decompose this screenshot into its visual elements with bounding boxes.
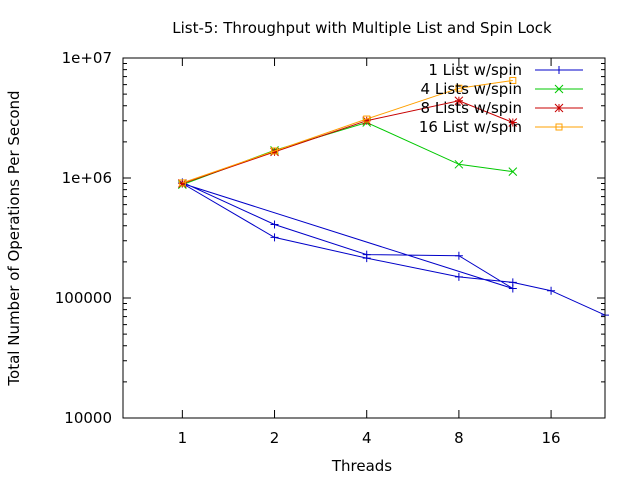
- y-tick-label: 100000: [55, 289, 112, 307]
- data-point: [270, 147, 279, 157]
- data-point: [270, 233, 279, 242]
- plot-area: [177, 76, 609, 320]
- data-point: [455, 84, 463, 92]
- y-axis-label: Total Number of Operations Per Second: [5, 90, 23, 386]
- y-tick-label: 1e+06: [62, 169, 112, 187]
- legend-marker: [555, 123, 563, 131]
- data-point: [363, 115, 371, 123]
- series-group: [177, 96, 518, 188]
- plot-frame: [122, 57, 606, 419]
- legend-marker: [554, 103, 564, 113]
- chart-title: List-5: Throughput with Multiple List an…: [172, 19, 552, 37]
- y-tick-label: 10000: [64, 409, 112, 427]
- data-point: [508, 118, 518, 127]
- x-tick-label: 4: [362, 429, 372, 447]
- data-point: [362, 116, 372, 126]
- legend-label: 8 Lists w/spin: [421, 99, 522, 117]
- legend-label: 1 List w/spin: [428, 61, 522, 79]
- legend-marker: [554, 84, 564, 94]
- series-line: [182, 80, 513, 184]
- data-point: [362, 254, 371, 263]
- x-tick-label: 16: [542, 429, 561, 447]
- x-tick-label: 1: [178, 429, 188, 447]
- data-point: [454, 251, 463, 260]
- legend-label: 4 Lists w/spin: [421, 80, 522, 98]
- data-point: [454, 272, 463, 281]
- x-axis-label: Threads: [331, 457, 392, 475]
- legend-label: 16 List w/spin: [419, 118, 522, 136]
- axis-ticks: 1 2 4 8 16 10000 100000 1e+06 1e+07: [55, 49, 605, 447]
- data-point: [454, 159, 464, 169]
- data-point: [454, 96, 464, 106]
- series-line: [182, 181, 606, 316]
- data-point: [178, 179, 186, 187]
- series-group: [178, 76, 517, 187]
- data-point: [177, 179, 187, 188]
- data-point: [271, 147, 279, 155]
- x-tick-label: 2: [270, 429, 280, 447]
- x-tick-label: 8: [454, 429, 464, 447]
- data-point: [270, 220, 279, 229]
- y-tick-label: 1e+07: [62, 49, 112, 67]
- data-point: [508, 167, 518, 176]
- data-point: [547, 286, 556, 295]
- legend-marker: [555, 66, 563, 74]
- data-point: [508, 278, 517, 287]
- data-point: [509, 76, 517, 84]
